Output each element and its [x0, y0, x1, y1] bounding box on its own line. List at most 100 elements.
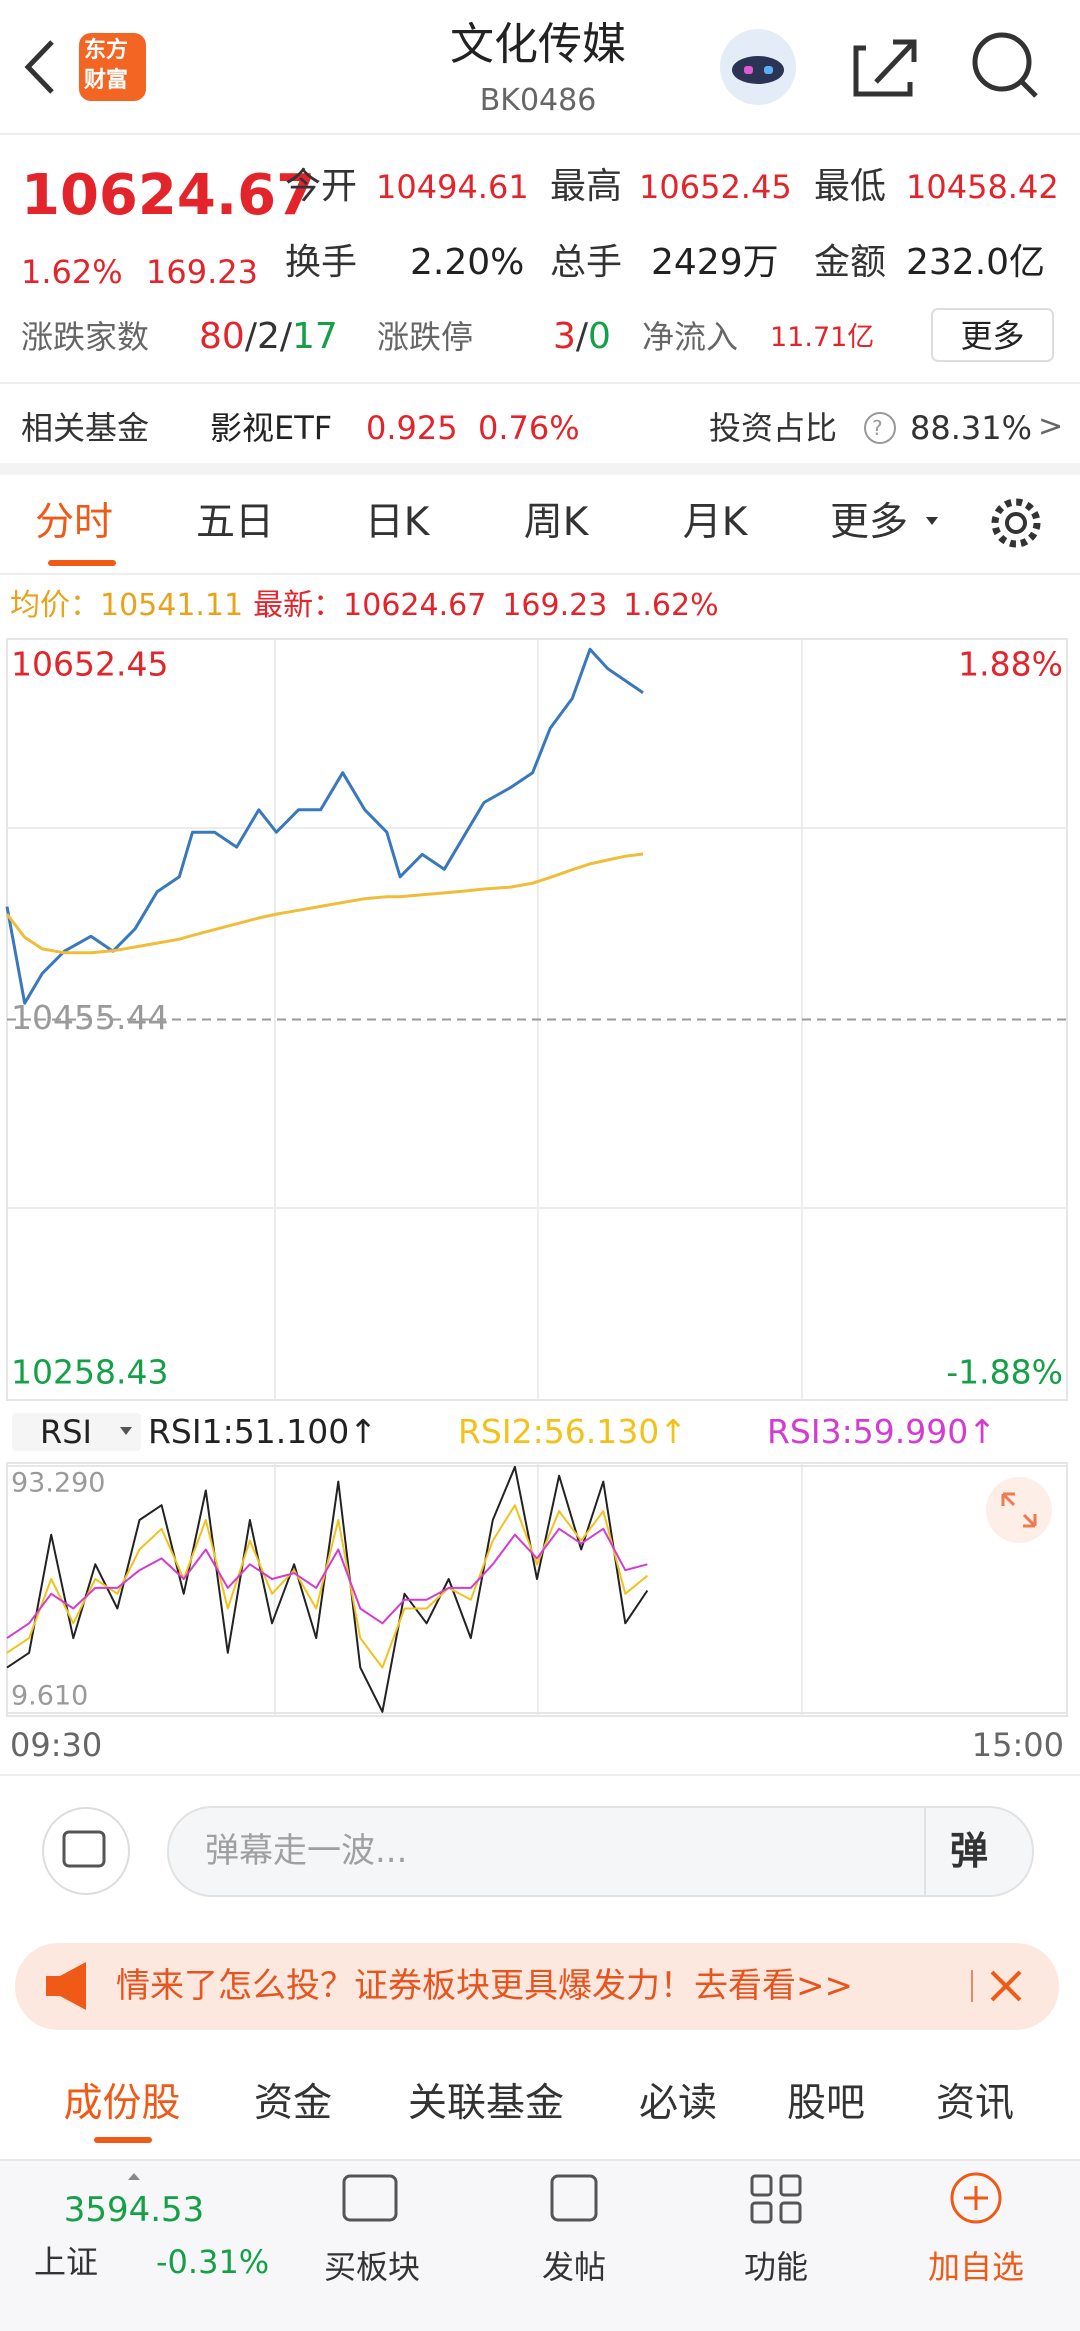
y-tick-label: 10258.43: [11, 1353, 168, 1392]
sub-tab[interactable]: 股吧: [786, 2081, 865, 2126]
dropdown-icon: [926, 517, 938, 525]
indicator-select[interactable]: [12, 1413, 141, 1451]
expand-arrows: [1001, 1492, 1037, 1528]
tab[interactable]: 更多: [830, 500, 909, 545]
more-button[interactable]: [931, 308, 1054, 362]
legend-entry: RSI2:56.130↑: [458, 1412, 687, 1451]
fund-name[interactable]: 影视ETF: [210, 409, 333, 447]
banner[interactable]: [15, 1943, 1059, 2030]
change-pct: 1.62%: [21, 253, 123, 291]
tab[interactable]: 日K: [364, 500, 430, 545]
y-tick-label: 10652.45: [11, 645, 168, 684]
series-line: [6, 1527, 648, 1639]
separator: [0, 463, 1080, 475]
post-icon: [550, 2174, 598, 2222]
search-handle: [1020, 80, 1038, 98]
series-line: [6, 1504, 649, 1669]
tab-underline: [48, 560, 116, 566]
fund-change: 0.76%: [478, 409, 580, 447]
stat-value: 10652.45: [639, 168, 792, 206]
inflow-value: 11.71亿: [770, 322, 875, 353]
nav-item[interactable]: 买板块: [323, 2248, 420, 2286]
limit-down: 0: [588, 316, 611, 357]
down-count: 17: [292, 316, 338, 357]
placeholder[interactable]: 弹幕走一波...: [205, 1831, 408, 1871]
flat-count: 2: [256, 316, 280, 357]
tab-underline: [94, 2137, 152, 2143]
info-row: 均价： 10541.11 最新： 10624.67 169.23 1.62%: [10, 591, 719, 621]
sub-tab[interactable]: 资金: [253, 2081, 332, 2126]
sub-tab[interactable]: 资讯: [935, 2081, 1014, 2126]
help-icon[interactable]: [864, 412, 896, 444]
back-icon[interactable]: [24, 40, 54, 94]
search-icon[interactable]: [972, 32, 1032, 92]
banner-text[interactable]: 情来了怎么投？证券板块更具爆发力！去看看>>: [116, 1966, 853, 2006]
latest: 10624.67: [343, 588, 487, 623]
close-icon[interactable]: [990, 1970, 1022, 2002]
sub-tab[interactable]: 关联基金: [407, 2081, 564, 2126]
bottom-nav: [0, 2160, 1080, 2331]
x-tick-label: 15:00: [972, 1726, 1064, 1764]
more-label[interactable]: 更多: [960, 317, 1025, 355]
separator: /: [244, 316, 257, 357]
change: 169.23: [146, 253, 258, 291]
stat-label: 最低: [814, 166, 887, 207]
fund-price: 0.925: [366, 409, 458, 447]
inflow-label: 净流入: [642, 318, 739, 356]
expand-icon[interactable]: [986, 1477, 1052, 1543]
y-tick-label: 93.290: [11, 1468, 105, 1499]
y-tick-label: 10455.44: [11, 998, 168, 1037]
avg: 10541.11: [100, 588, 244, 623]
indicator[interactable]: RSI: [40, 1413, 92, 1451]
logo: [79, 33, 146, 101]
sub-tab[interactable]: 成份股: [63, 2081, 181, 2126]
y2-tick-label: -1.88%: [946, 1353, 1063, 1392]
index-name: 上证: [34, 2243, 99, 2281]
sub-tab[interactable]: 必读: [638, 2081, 717, 2126]
nav-item[interactable]: 加自选: [927, 2248, 1024, 2286]
series-line: [5, 852, 644, 955]
stat-value: 2.20%: [410, 242, 525, 283]
robot-face: [732, 56, 784, 84]
change-pct: 1.62%: [623, 588, 719, 623]
separator: /: [575, 316, 589, 357]
latest-label: 最新：: [253, 588, 344, 623]
nav-item[interactable]: 发帖: [541, 2248, 606, 2286]
tab[interactable]: 分时: [34, 500, 113, 545]
stat-value: 10494.61: [376, 168, 529, 206]
separator: /: [279, 316, 292, 357]
stat-value: 232.0亿: [906, 242, 1046, 283]
add-icon: [950, 2172, 1002, 2224]
tab[interactable]: 五日: [195, 500, 274, 545]
comment-icon[interactable]: [42, 1807, 130, 1895]
dropdown-icon: [120, 1427, 132, 1435]
settings-icon[interactable]: [991, 498, 1041, 548]
stat-label: 总手: [550, 242, 623, 283]
arrow[interactable]: >: [1038, 409, 1064, 444]
limit-label: 涨跌停: [377, 318, 474, 356]
y2-tick-label: 1.88%: [958, 645, 1063, 684]
code: BK0486: [479, 83, 597, 118]
index-value[interactable]: 3594.53: [63, 2190, 205, 2230]
legend-entry: RSI3:59.990↑: [767, 1412, 996, 1451]
nav-item[interactable]: 功能: [743, 2248, 808, 2286]
title: 文化传媒: [450, 19, 626, 70]
tab[interactable]: 周K: [523, 500, 589, 545]
index-change: -0.31%: [156, 2243, 270, 2281]
limit: 3/0: [553, 319, 611, 355]
share-icon[interactable]: [853, 39, 917, 97]
robot-eye: [764, 66, 773, 74]
fund-label: 相关基金: [21, 409, 150, 447]
ratio: 88.31%: [910, 409, 1033, 447]
legend-entry: RSI1:51.100↑: [148, 1412, 377, 1451]
index-arrow: [128, 2173, 140, 2180]
stat-value: 10458.42: [906, 168, 1059, 206]
price: 10624.67: [21, 163, 316, 228]
comment-input[interactable]: [167, 1806, 1034, 1897]
logo-text: 财富: [84, 68, 129, 93]
tab[interactable]: 月K: [682, 500, 748, 545]
danmaku-button[interactable]: 弹: [950, 1829, 989, 1873]
x-tick-label: 09:30: [10, 1726, 102, 1764]
stat-label: 金额: [814, 242, 887, 283]
